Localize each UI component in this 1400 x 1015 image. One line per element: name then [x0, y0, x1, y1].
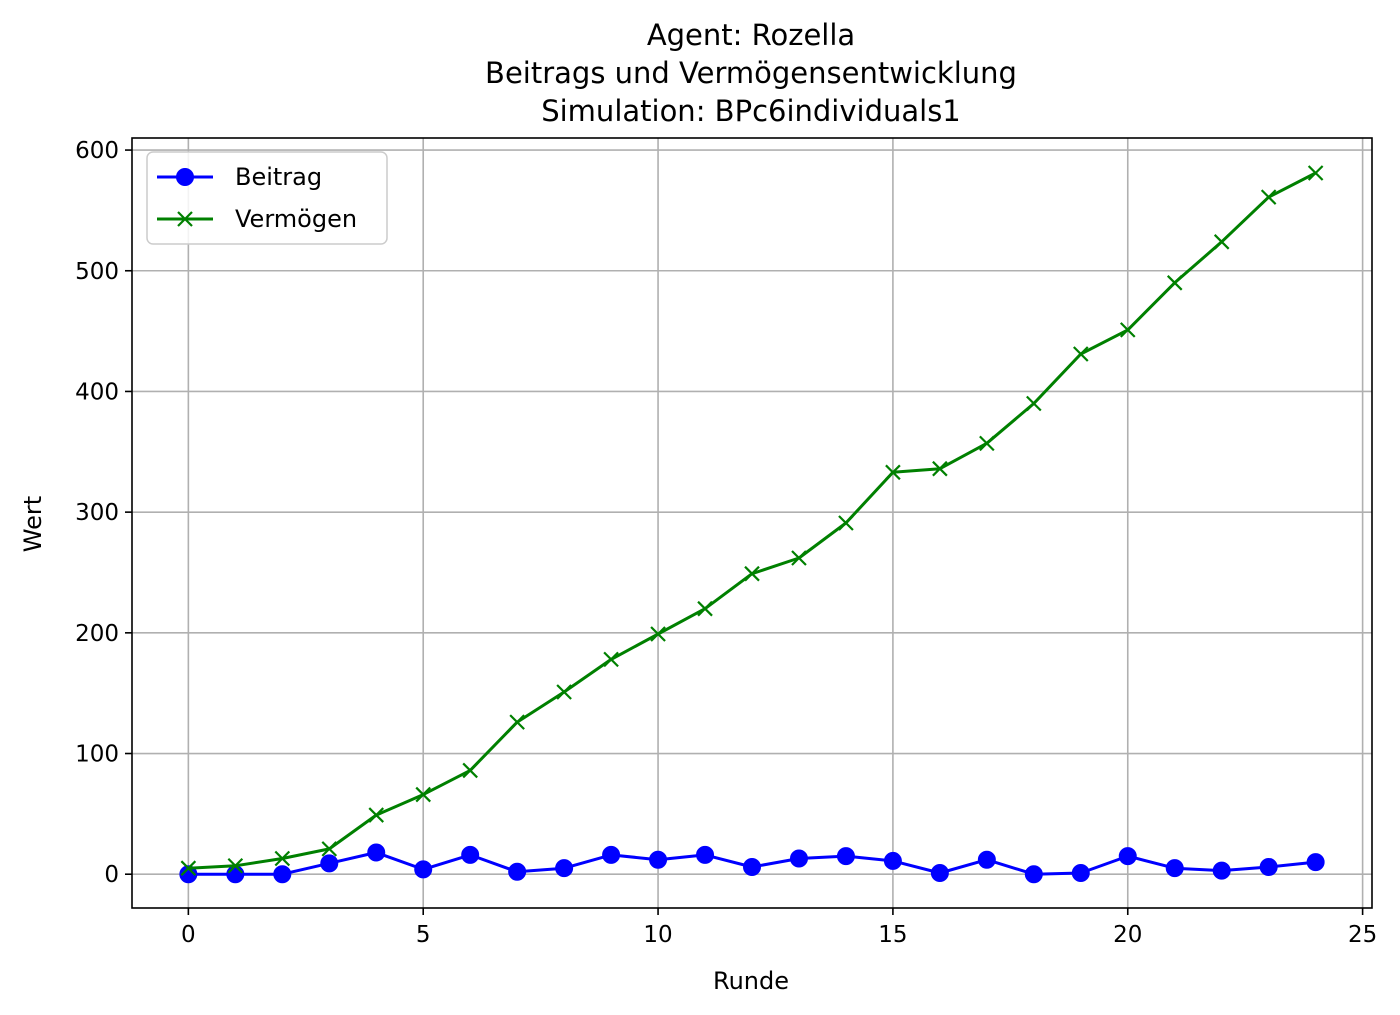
- data-point: [1260, 189, 1277, 205]
- series-1: [180, 165, 1324, 876]
- data-point: [1118, 847, 1137, 866]
- data-point: [885, 464, 901, 481]
- data-point: [697, 600, 713, 617]
- data-point: [979, 435, 995, 452]
- series-0: [179, 843, 1325, 884]
- data-point: [743, 857, 761, 876]
- data-point: [1073, 346, 1089, 362]
- data-point: [1166, 275, 1183, 291]
- legend-entries: Beitrag Vermögen: [157, 163, 357, 233]
- data-point: [414, 860, 433, 879]
- data-point: [836, 847, 855, 866]
- chart-title: Agent: Rozella Beitrags und Vermögensent…: [485, 18, 1017, 128]
- y-tick-label: 100: [75, 742, 119, 768]
- data-point: [1071, 864, 1090, 882]
- data-point: [1307, 165, 1324, 181]
- data-point: [1024, 865, 1043, 884]
- data-point: [556, 684, 572, 700]
- data-point: [883, 851, 902, 870]
- y-tick-label: 600: [75, 138, 119, 164]
- data-point: [320, 854, 339, 873]
- data-point: [602, 845, 621, 864]
- data-point: [462, 762, 478, 779]
- data-point: [461, 845, 480, 864]
- data-point: [226, 865, 245, 884]
- legend: Beitrag Vermögen: [146, 151, 388, 245]
- x-axis-label: Runde: [713, 967, 789, 995]
- data-point: [649, 850, 668, 869]
- grid: [132, 138, 1372, 908]
- data-point: [930, 864, 949, 882]
- legend-marker: [177, 211, 193, 227]
- y-tick-label: 500: [75, 259, 119, 285]
- legend-box: [146, 151, 388, 245]
- data-point: [650, 626, 666, 642]
- y-axis-label: Wert: [19, 496, 47, 552]
- data-point: [791, 550, 807, 566]
- legend-entry-1: Vermögen: [157, 205, 357, 233]
- legend-label: Vermögen: [235, 205, 357, 233]
- y-axis-ticks: 0 100 200 300 400 500 600: [75, 138, 132, 888]
- data-point: [1165, 859, 1184, 878]
- series-line-1: [188, 171, 1317, 870]
- data-point: [603, 651, 619, 668]
- data-point: [932, 460, 948, 477]
- x-tick-label: 0: [181, 922, 196, 948]
- x-tick-label: 25: [1348, 922, 1377, 948]
- data-point: [368, 807, 385, 823]
- legend-entry-0: Beitrag: [157, 163, 322, 191]
- data-point: [509, 714, 525, 730]
- chart-title-line-3: Simulation: BPc6individuals1: [541, 94, 961, 128]
- y-tick-label: 400: [75, 379, 119, 405]
- x-tick-label: 5: [416, 922, 431, 948]
- data-point: [179, 865, 198, 884]
- data-point: [1213, 234, 1230, 250]
- data-point: [180, 860, 197, 876]
- x-axis-ticks: 0 5 10 15 20 25: [181, 908, 1377, 948]
- data-point: [1026, 395, 1042, 412]
- x-tick-label: 10: [643, 922, 672, 948]
- data-point: [367, 843, 386, 862]
- data-point: [321, 841, 338, 857]
- data-point: [274, 850, 291, 867]
- x-tick-label: 15: [878, 922, 907, 948]
- data-point: [227, 857, 244, 874]
- data-point: [273, 865, 292, 884]
- data-point: [977, 850, 996, 869]
- legend-marker: [176, 168, 194, 186]
- y-tick-label: 300: [75, 500, 119, 526]
- data-point: [415, 786, 431, 803]
- chart-title-line-1: Agent: Rozella: [647, 18, 855, 52]
- data-point: [1259, 857, 1278, 876]
- data-point: [789, 849, 808, 868]
- data-point: [508, 862, 527, 881]
- y-tick-label: 0: [104, 862, 119, 888]
- chart-title-line-2: Beitrags und Vermögensentwicklung: [485, 56, 1017, 90]
- legend-label: Beitrag: [235, 163, 322, 191]
- plot-frame: [131, 137, 1373, 909]
- data-point: [744, 565, 760, 582]
- data-point: [1212, 861, 1231, 880]
- x-tick-label: 20: [1113, 922, 1142, 948]
- y-tick-label: 200: [75, 621, 119, 647]
- data-point: [555, 859, 574, 878]
- data-point: [1306, 853, 1325, 872]
- data-point: [696, 845, 715, 864]
- series-layer: [179, 165, 1325, 884]
- data-point: [838, 515, 854, 531]
- data-point: [1119, 322, 1136, 338]
